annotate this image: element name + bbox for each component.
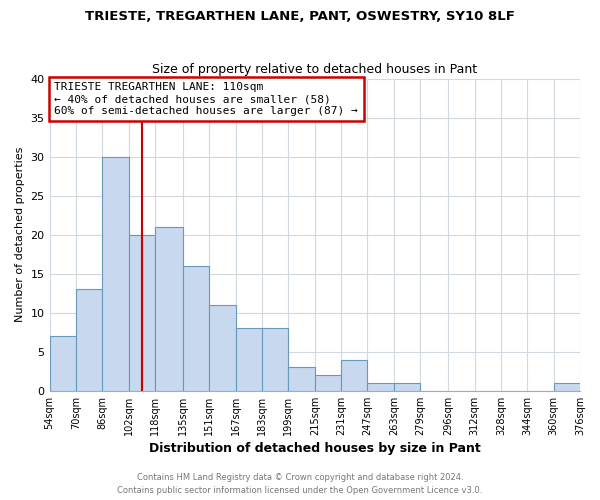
Bar [394, 383, 420, 391]
Bar [236, 328, 262, 391]
Bar [554, 383, 580, 391]
Bar [102, 156, 128, 391]
Bar [315, 375, 341, 391]
Bar [262, 328, 289, 391]
Title: Size of property relative to detached houses in Pant: Size of property relative to detached ho… [152, 63, 478, 76]
Bar [209, 305, 236, 391]
Text: Contains HM Land Registry data © Crown copyright and database right 2024.
Contai: Contains HM Land Registry data © Crown c… [118, 474, 482, 495]
Y-axis label: Number of detached properties: Number of detached properties [15, 147, 25, 322]
Bar [50, 336, 76, 391]
X-axis label: Distribution of detached houses by size in Pant: Distribution of detached houses by size … [149, 442, 481, 455]
Bar [183, 266, 209, 391]
Bar [76, 290, 102, 391]
Text: TRIESTE, TREGARTHEN LANE, PANT, OSWESTRY, SY10 8LF: TRIESTE, TREGARTHEN LANE, PANT, OSWESTRY… [85, 10, 515, 23]
Text: TRIESTE TREGARTHEN LANE: 110sqm
← 40% of detached houses are smaller (58)
60% of: TRIESTE TREGARTHEN LANE: 110sqm ← 40% of… [55, 82, 358, 116]
Bar [341, 360, 367, 391]
Bar [155, 227, 183, 391]
Bar [128, 234, 155, 391]
Bar [289, 368, 315, 391]
Bar [367, 383, 394, 391]
